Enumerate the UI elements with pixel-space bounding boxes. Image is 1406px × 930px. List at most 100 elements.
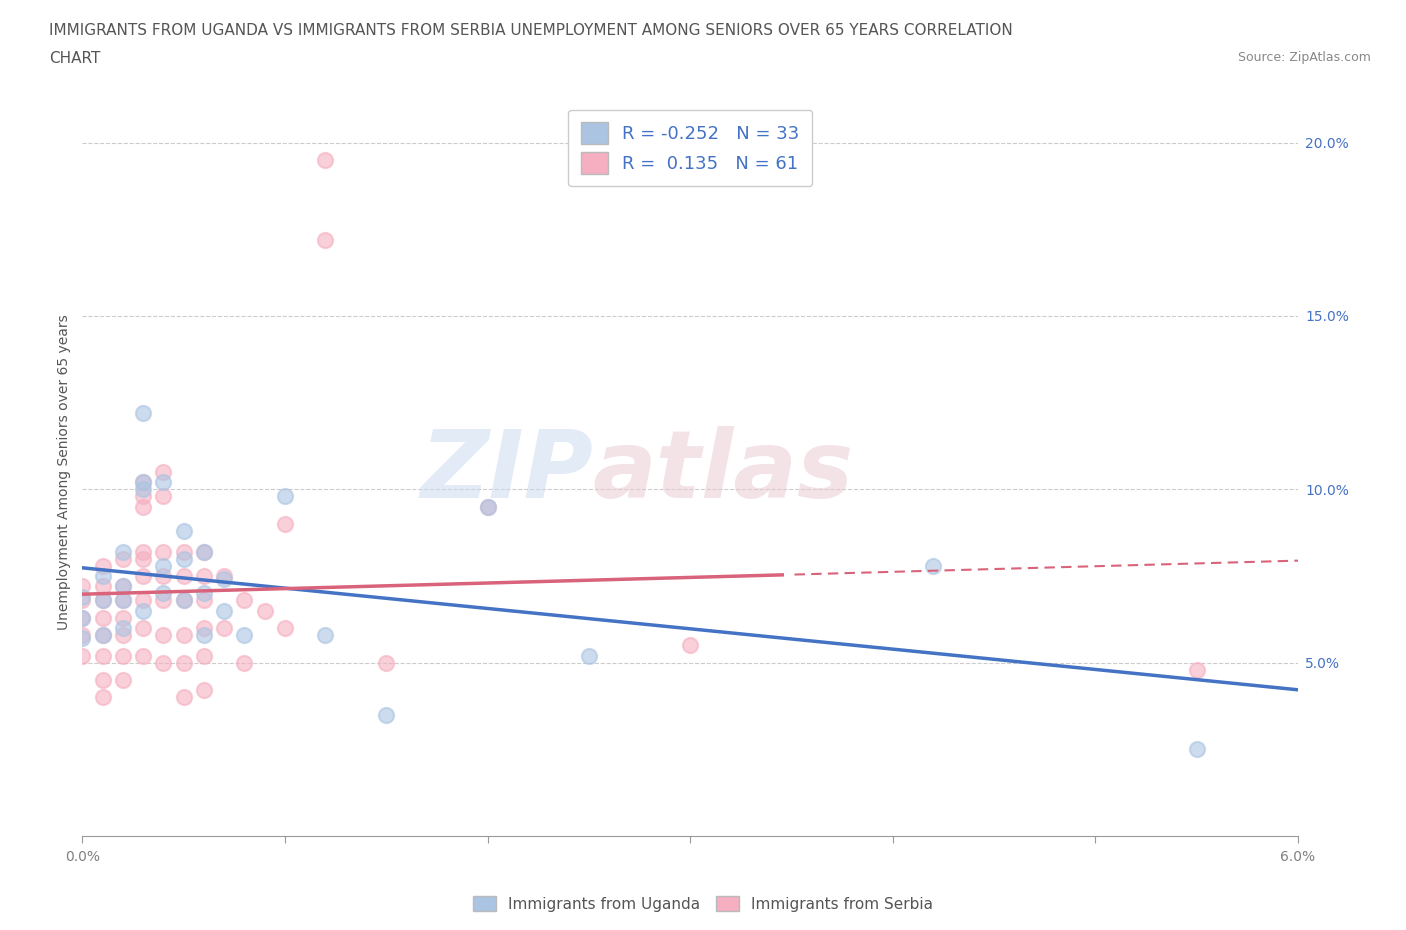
Point: [132, 482, 155, 497]
Point: [152, 544, 174, 559]
Point: [193, 586, 215, 601]
Point: [679, 638, 702, 653]
Text: IMMIGRANTS FROM UGANDA VS IMMIGRANTS FROM SERBIA UNEMPLOYMENT AMONG SENIORS OVER: IMMIGRANTS FROM UGANDA VS IMMIGRANTS FRO…: [49, 23, 1012, 38]
Point: [193, 544, 215, 559]
Point: [152, 489, 174, 504]
Point: [193, 544, 215, 559]
Point: [477, 499, 499, 514]
Point: [111, 579, 134, 594]
Text: atlas: atlas: [593, 426, 853, 518]
Point: [91, 558, 114, 573]
Text: CHART: CHART: [49, 51, 101, 66]
Point: [91, 648, 114, 663]
Point: [111, 610, 134, 625]
Point: [173, 544, 195, 559]
Point: [132, 620, 155, 635]
Point: [173, 568, 195, 583]
Point: [233, 656, 256, 671]
Point: [375, 707, 398, 722]
Point: [233, 628, 256, 643]
Point: [375, 656, 398, 671]
Text: ZIP: ZIP: [420, 426, 593, 518]
Point: [111, 592, 134, 607]
Point: [72, 610, 94, 625]
Point: [132, 405, 155, 420]
Point: [1185, 662, 1208, 677]
Point: [72, 579, 94, 594]
Point: [212, 568, 235, 583]
Point: [132, 489, 155, 504]
Point: [173, 592, 195, 607]
Point: [91, 592, 114, 607]
Point: [922, 558, 945, 573]
Point: [193, 592, 215, 607]
Point: [132, 475, 155, 490]
Point: [152, 592, 174, 607]
Point: [152, 656, 174, 671]
Point: [111, 592, 134, 607]
Point: [91, 690, 114, 705]
Point: [91, 579, 114, 594]
Point: [212, 572, 235, 587]
Point: [193, 683, 215, 698]
Point: [477, 499, 499, 514]
Point: [152, 586, 174, 601]
Point: [212, 620, 235, 635]
Point: [72, 590, 94, 604]
Point: [132, 592, 155, 607]
Point: [91, 672, 114, 687]
Point: [111, 620, 134, 635]
Point: [314, 153, 336, 167]
Point: [72, 628, 94, 643]
Point: [111, 628, 134, 643]
Point: [193, 628, 215, 643]
Point: [212, 604, 235, 618]
Point: [152, 558, 174, 573]
Point: [274, 516, 297, 531]
Point: [91, 568, 114, 583]
Point: [111, 648, 134, 663]
Point: [91, 610, 114, 625]
Point: [72, 648, 94, 663]
Point: [314, 232, 336, 247]
Point: [72, 592, 94, 607]
Point: [72, 610, 94, 625]
Text: Source: ZipAtlas.com: Source: ZipAtlas.com: [1237, 51, 1371, 64]
Point: [173, 592, 195, 607]
Point: [173, 690, 195, 705]
Point: [111, 551, 134, 566]
Point: [173, 628, 195, 643]
Point: [193, 568, 215, 583]
Y-axis label: Unemployment Among Seniors over 65 years: Unemployment Among Seniors over 65 years: [58, 314, 72, 630]
Point: [132, 499, 155, 514]
Point: [1185, 742, 1208, 757]
Point: [274, 489, 297, 504]
Point: [152, 628, 174, 643]
Point: [173, 656, 195, 671]
Point: [91, 592, 114, 607]
Legend: Immigrants from Uganda, Immigrants from Serbia: Immigrants from Uganda, Immigrants from …: [467, 889, 939, 918]
Point: [578, 648, 600, 663]
Point: [72, 631, 94, 645]
Legend: R = -0.252   N = 33, R =  0.135   N = 61: R = -0.252 N = 33, R = 0.135 N = 61: [568, 110, 813, 186]
Point: [173, 524, 195, 538]
Point: [193, 620, 215, 635]
Point: [132, 475, 155, 490]
Point: [91, 628, 114, 643]
Point: [111, 579, 134, 594]
Point: [253, 604, 276, 618]
Point: [132, 604, 155, 618]
Point: [173, 551, 195, 566]
Point: [111, 544, 134, 559]
Point: [152, 568, 174, 583]
Point: [274, 620, 297, 635]
Point: [111, 672, 134, 687]
Point: [152, 475, 174, 490]
Point: [152, 465, 174, 480]
Point: [314, 628, 336, 643]
Point: [132, 648, 155, 663]
Point: [91, 628, 114, 643]
Point: [132, 544, 155, 559]
Point: [233, 592, 256, 607]
Point: [132, 551, 155, 566]
